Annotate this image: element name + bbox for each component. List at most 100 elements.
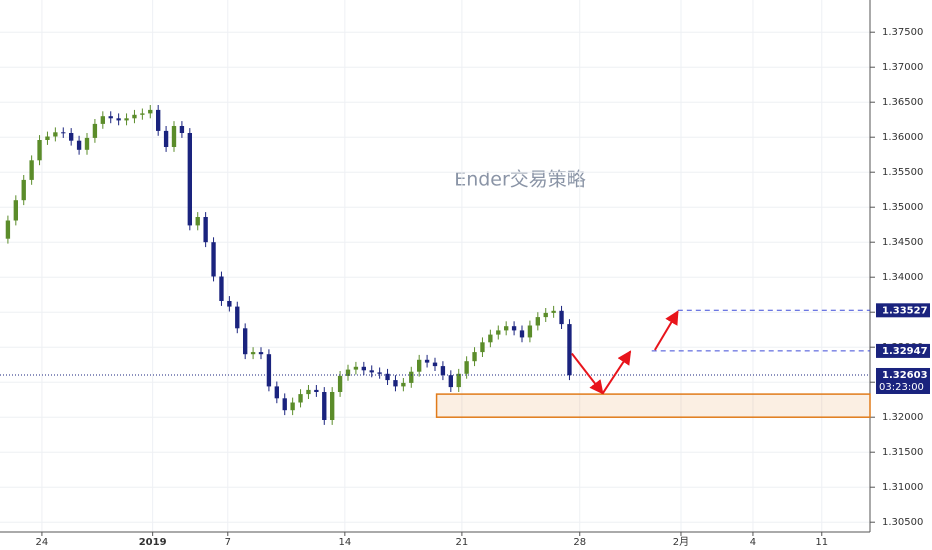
candle-body: [345, 369, 351, 376]
x-tick-label: 2月: [673, 536, 689, 548]
candle-body: [124, 118, 129, 121]
candle-body: [385, 373, 390, 381]
x-tick-label: 28: [573, 537, 586, 548]
candle-body: [187, 133, 192, 226]
arrow: [601, 350, 632, 394]
candle-body: [53, 132, 58, 137]
candle-body: [519, 330, 525, 338]
candle-body: [282, 398, 287, 411]
y-tick-label: 1.35500: [882, 167, 923, 178]
candle-body: [5, 220, 11, 239]
candle-body: [559, 310, 564, 325]
candle-body: [543, 312, 548, 318]
candle-body: [361, 366, 366, 371]
arrow: [654, 310, 679, 351]
candle-body: [448, 375, 453, 388]
candle-body: [306, 389, 311, 395]
candle-body: [472, 352, 477, 362]
y-tick-label: 1.36500: [882, 97, 923, 108]
arrow: [571, 352, 604, 395]
candle-body: [171, 126, 177, 147]
candle-body: [353, 366, 359, 370]
candle-body: [488, 334, 493, 343]
candle-body: [258, 352, 264, 355]
candle-body: [322, 392, 327, 420]
candle-body: [504, 326, 509, 331]
candle-body: [401, 382, 406, 387]
candle-body: [243, 328, 248, 355]
candle-body: [100, 116, 105, 124]
level-label-box: [876, 303, 930, 318]
candle-body: [156, 109, 161, 131]
candle-body: [29, 160, 34, 180]
candle-body: [61, 132, 66, 134]
candle-body: [424, 359, 430, 363]
watermark: Ender交易策略: [454, 169, 586, 191]
x-tick-label: 7: [225, 537, 231, 548]
candle-body: [369, 370, 374, 373]
candle-body: [464, 361, 469, 374]
candle-body: [527, 325, 533, 338]
x-tick-label: 2019: [139, 537, 167, 548]
y-tick-label: 1.37500: [882, 27, 923, 38]
level-label-box: [876, 343, 930, 358]
candle-body: [480, 342, 485, 353]
candle-body: [551, 310, 556, 313]
candle-body: [148, 109, 153, 114]
candle-body: [330, 392, 335, 420]
price-label: 1.32603: [882, 370, 928, 381]
candle-body: [409, 371, 414, 383]
candle-body: [219, 276, 224, 301]
candle-body: [511, 326, 517, 331]
candle-body: [393, 380, 398, 387]
candle-body: [440, 366, 446, 376]
support-zone: [435, 393, 871, 418]
candle-body: [195, 217, 200, 226]
candle-body: [179, 126, 185, 133]
x-tick-label: 14: [338, 537, 351, 548]
y-tick-label: 1.36000: [882, 132, 923, 143]
candle-body: [45, 136, 50, 140]
candle-body: [314, 389, 319, 392]
level-label: 1.32947: [882, 346, 928, 357]
candle-body: [92, 123, 98, 138]
x-tick-label: 11: [815, 537, 828, 548]
candle-body: [274, 386, 279, 399]
candle-body: [116, 118, 121, 121]
candle-body: [417, 359, 422, 372]
price-timer: 03:23:00: [879, 382, 924, 393]
x-tick-label: 24: [36, 537, 49, 548]
candle-body: [227, 301, 232, 307]
candle-body: [496, 330, 501, 335]
y-tick-label: 1.34000: [882, 272, 923, 283]
candle-body: [337, 375, 343, 392]
candle-body: [203, 217, 208, 243]
candle-body: [211, 242, 216, 277]
y-tick-label: 1.31500: [882, 447, 923, 458]
candle-body: [163, 130, 169, 147]
level-label: 1.33527: [882, 305, 928, 316]
candle-body: [37, 140, 42, 161]
candle-body: [298, 394, 303, 403]
candle-body: [235, 306, 240, 329]
y-tick-label: 1.35000: [882, 202, 923, 213]
y-tick-label: 1.31000: [882, 482, 923, 493]
candle-body: [140, 113, 145, 115]
candle-body: [132, 114, 137, 119]
candle-body: [290, 402, 295, 411]
candle-body: [567, 324, 572, 376]
candle-body: [84, 137, 90, 150]
candle-body: [377, 372, 382, 374]
candle-body: [432, 362, 438, 367]
candle-body: [535, 317, 540, 326]
x-tick-label: 21: [456, 537, 469, 548]
y-tick-label: 1.37000: [882, 62, 923, 73]
y-tick-label: 1.32000: [882, 412, 923, 423]
candle-body: [21, 179, 26, 201]
candle-body: [13, 200, 18, 221]
candle-body: [456, 373, 461, 388]
candle-body: [108, 116, 113, 119]
x-tick-label: 4: [750, 537, 756, 548]
